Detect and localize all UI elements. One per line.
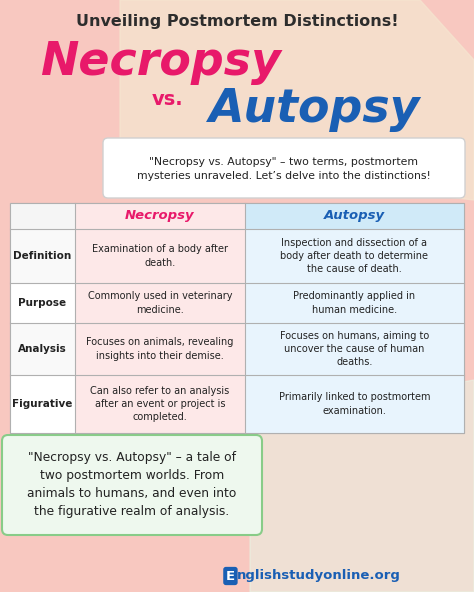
FancyBboxPatch shape xyxy=(103,138,465,198)
FancyBboxPatch shape xyxy=(245,229,464,283)
FancyBboxPatch shape xyxy=(2,435,262,535)
Text: "Necropsy vs. Autopsy" – a tale of
two postmortem worlds. From
animals to humans: "Necropsy vs. Autopsy" – a tale of two p… xyxy=(27,452,237,519)
Text: Inspection and dissection of a
body after death to determine
the cause of death.: Inspection and dissection of a body afte… xyxy=(281,238,428,274)
FancyBboxPatch shape xyxy=(245,323,464,375)
FancyBboxPatch shape xyxy=(245,283,464,323)
Text: Can also refer to an analysis
after an event or project is
completed.: Can also refer to an analysis after an e… xyxy=(91,386,229,422)
FancyBboxPatch shape xyxy=(245,203,464,229)
Text: Necropsy: Necropsy xyxy=(125,210,195,223)
Text: vs.: vs. xyxy=(152,90,184,109)
FancyBboxPatch shape xyxy=(10,203,464,433)
Text: E: E xyxy=(226,570,235,583)
Text: Primarily linked to postmortem
examination.: Primarily linked to postmortem examinati… xyxy=(279,392,430,416)
FancyBboxPatch shape xyxy=(75,323,245,375)
FancyBboxPatch shape xyxy=(75,229,245,283)
Text: Focuses on humans, aiming to
uncover the cause of human
deaths.: Focuses on humans, aiming to uncover the… xyxy=(280,331,429,367)
Text: Definition: Definition xyxy=(13,251,72,261)
FancyBboxPatch shape xyxy=(10,229,75,283)
Text: Commonly used in veterinary
medicine.: Commonly used in veterinary medicine. xyxy=(88,291,232,314)
Text: Purpose: Purpose xyxy=(18,298,66,308)
FancyBboxPatch shape xyxy=(245,375,464,433)
Text: "Necropsy vs. Autopsy" – two terms, postmortem
mysteries unraveled. Let’s delve : "Necropsy vs. Autopsy" – two terms, post… xyxy=(137,157,431,181)
Text: Necropsy: Necropsy xyxy=(39,40,281,85)
FancyBboxPatch shape xyxy=(75,375,245,433)
Text: Examination of a body after
death.: Examination of a body after death. xyxy=(92,244,228,268)
FancyBboxPatch shape xyxy=(75,283,245,323)
Text: nglishstudyonline.org: nglishstudyonline.org xyxy=(237,570,401,583)
FancyBboxPatch shape xyxy=(10,203,75,229)
Text: Predominantly applied in
human medicine.: Predominantly applied in human medicine. xyxy=(293,291,416,314)
Text: Analysis: Analysis xyxy=(18,344,67,354)
FancyBboxPatch shape xyxy=(75,203,245,229)
Text: Autopsy: Autopsy xyxy=(209,87,421,132)
Polygon shape xyxy=(120,0,474,200)
FancyBboxPatch shape xyxy=(10,375,75,433)
Polygon shape xyxy=(250,380,474,592)
FancyBboxPatch shape xyxy=(10,323,75,375)
Text: Autopsy: Autopsy xyxy=(324,210,385,223)
Text: Figurative: Figurative xyxy=(12,399,73,409)
Text: Focuses on animals, revealing
insights into their demise.: Focuses on animals, revealing insights i… xyxy=(86,337,234,361)
FancyBboxPatch shape xyxy=(10,283,75,323)
Text: Unveiling Postmortem Distinctions!: Unveiling Postmortem Distinctions! xyxy=(76,14,398,29)
